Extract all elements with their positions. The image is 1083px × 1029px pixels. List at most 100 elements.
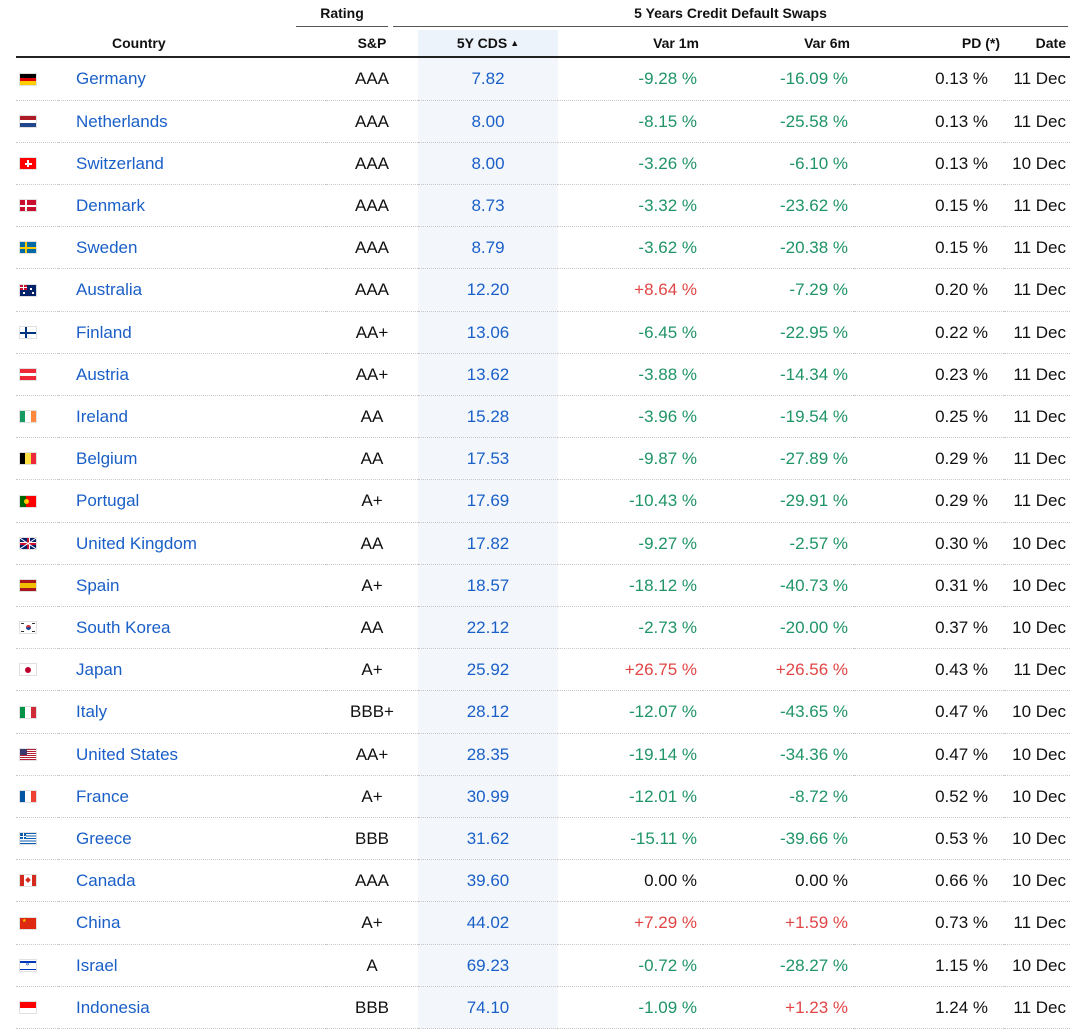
country-link[interactable]: Indonesia xyxy=(76,997,150,1017)
var-6m-cell: -8.72 % xyxy=(703,775,854,818)
country-link[interactable]: Switzerland xyxy=(76,153,164,173)
date-cell: 11 Dec xyxy=(1004,226,1070,269)
date-column-header[interactable]: Date xyxy=(1004,30,1070,58)
sp-rating-cell: AAA xyxy=(326,142,418,185)
cds-value-link[interactable]: 8.00 xyxy=(471,111,505,131)
var-6m-cell: -14.34 % xyxy=(703,353,854,396)
country-link[interactable]: United States xyxy=(76,744,179,764)
cds-cell: 13.62 xyxy=(418,353,558,396)
greece-flag-icon xyxy=(20,833,58,844)
cds-cell: 8.00 xyxy=(418,100,558,143)
cds-value-link[interactable]: 25.92 xyxy=(466,659,510,679)
cds-value-link[interactable]: 74.10 xyxy=(466,997,510,1017)
date-cell: 11 Dec xyxy=(1004,311,1070,354)
cds-value-link[interactable]: 28.35 xyxy=(466,744,510,764)
flag-cell xyxy=(16,479,58,523)
country-link[interactable]: United Kingdom xyxy=(76,533,197,553)
country-link[interactable]: Portugal xyxy=(76,491,140,510)
sp-rating-cell: BBB xyxy=(326,986,418,1029)
country-column-header[interactable]: Country xyxy=(58,30,326,58)
cds-value-link[interactable]: 17.69 xyxy=(466,491,510,510)
south-korea-flag-icon xyxy=(20,622,58,633)
cds-value-link[interactable]: 28.12 xyxy=(466,702,510,721)
table-body: Germany AAA 7.82 -9.28 % -16.09 % 0.13 % 11 De… xyxy=(16,57,1070,1029)
pd-cell: 0.15 % xyxy=(854,184,1004,227)
country-link[interactable]: Belgium xyxy=(76,448,138,468)
var-6m-column-header[interactable]: Var 6m xyxy=(703,30,854,58)
var-6m-cell: +1.59 % xyxy=(703,901,854,945)
date-cell: 10 Dec xyxy=(1004,142,1070,185)
date-cell: 10 Dec xyxy=(1004,944,1070,987)
country-link[interactable]: France xyxy=(76,786,129,806)
cds-value-link[interactable]: 22.12 xyxy=(466,617,510,637)
cds-value-link[interactable]: 13.06 xyxy=(466,322,510,342)
cds-cell: 25.92 xyxy=(418,648,558,691)
country-link[interactable]: Netherlands xyxy=(76,111,168,131)
italy-flag-icon xyxy=(20,706,58,718)
flag-cell xyxy=(16,57,58,101)
country-link[interactable]: Canada xyxy=(76,870,136,890)
flag-cell xyxy=(16,733,58,776)
var-1m-cell: -3.62 % xyxy=(558,226,703,269)
pd-cell: 0.13 % xyxy=(854,57,1004,101)
var-6m-cell: +1.23 % xyxy=(703,986,854,1029)
cds-value-link[interactable]: 8.79 xyxy=(471,237,505,257)
var-1m-cell: -15.11 % xyxy=(558,817,703,860)
cds-value-link[interactable]: 7.82 xyxy=(471,69,505,88)
var-6m-cell: -16.09 % xyxy=(703,57,854,101)
cds-value-link[interactable]: 30.99 xyxy=(466,786,510,806)
sp-rating-column-header[interactable]: S&P xyxy=(326,30,418,58)
country-link[interactable]: Austria xyxy=(76,364,129,384)
cds-value-link[interactable]: 17.82 xyxy=(466,533,510,553)
country-link[interactable]: China xyxy=(76,913,121,932)
country-link[interactable]: Denmark xyxy=(76,195,145,215)
cds-cell: 69.23 xyxy=(418,944,558,987)
cds-value-link[interactable]: 44.02 xyxy=(466,913,510,932)
flag-cell xyxy=(16,817,58,860)
country-cell: United States xyxy=(58,733,326,776)
var-1m-cell: +26.75 % xyxy=(558,648,703,691)
flag-cell xyxy=(16,311,58,354)
cds-value-link[interactable]: 39.60 xyxy=(466,870,510,890)
country-link[interactable]: Sweden xyxy=(76,237,138,257)
cds-value-link[interactable]: 15.28 xyxy=(466,406,510,426)
country-link[interactable]: Ireland xyxy=(76,406,128,426)
country-link[interactable]: Greece xyxy=(76,828,132,848)
date-cell: 10 Dec xyxy=(1004,775,1070,818)
country-link[interactable]: Spain xyxy=(76,575,120,595)
country-link[interactable]: Italy xyxy=(76,702,108,721)
united-kingdom-flag-icon xyxy=(20,538,58,549)
japan-flag-icon xyxy=(20,664,58,675)
country-cell: France xyxy=(58,775,326,818)
cds-value-link[interactable]: 18.57 xyxy=(466,575,510,595)
sp-rating-cell: A+ xyxy=(326,775,418,818)
cds-value-link[interactable]: 69.23 xyxy=(466,955,510,975)
country-link[interactable]: Israel xyxy=(76,955,118,975)
canada-flag-icon xyxy=(20,875,58,886)
sweden-flag-icon xyxy=(20,242,58,253)
date-cell: 11 Dec xyxy=(1004,353,1070,396)
var-1m-cell: -18.12 % xyxy=(558,564,703,607)
cds-value-link[interactable]: 31.62 xyxy=(466,828,510,848)
spain-flag-icon xyxy=(20,580,58,591)
country-cell: Austria xyxy=(58,353,326,396)
united-states-flag-icon xyxy=(20,749,58,760)
cds-value-link[interactable]: 13.62 xyxy=(466,364,510,384)
cds-value-link[interactable]: 17.53 xyxy=(466,448,510,468)
flag-cell: ✡ xyxy=(16,944,58,987)
var-6m-cell: -39.66 % xyxy=(703,817,854,860)
country-link[interactable]: Finland xyxy=(76,322,132,342)
date-cell: 10 Dec xyxy=(1004,564,1070,607)
pd-column-header[interactable]: PD (*) xyxy=(854,30,1004,58)
country-link[interactable]: Japan xyxy=(76,659,123,679)
country-link[interactable]: Germany xyxy=(76,69,146,88)
country-link[interactable]: South Korea xyxy=(76,617,171,637)
cds-value-link[interactable]: 8.73 xyxy=(471,195,505,215)
var-1m-column-header[interactable]: Var 1m xyxy=(558,30,703,58)
country-link[interactable]: Australia xyxy=(76,280,143,299)
table-row: Austria AA+ 13.62 -3.88 % -14.34 % 0.23 % 11 D… xyxy=(16,353,1070,396)
cds-column-header[interactable]: 5Y CDS ▲ xyxy=(418,30,558,58)
cds-value-link[interactable]: 12.20 xyxy=(466,280,510,299)
cds-value-link[interactable]: 8.00 xyxy=(471,153,505,173)
portugal-flag-icon xyxy=(20,495,58,507)
